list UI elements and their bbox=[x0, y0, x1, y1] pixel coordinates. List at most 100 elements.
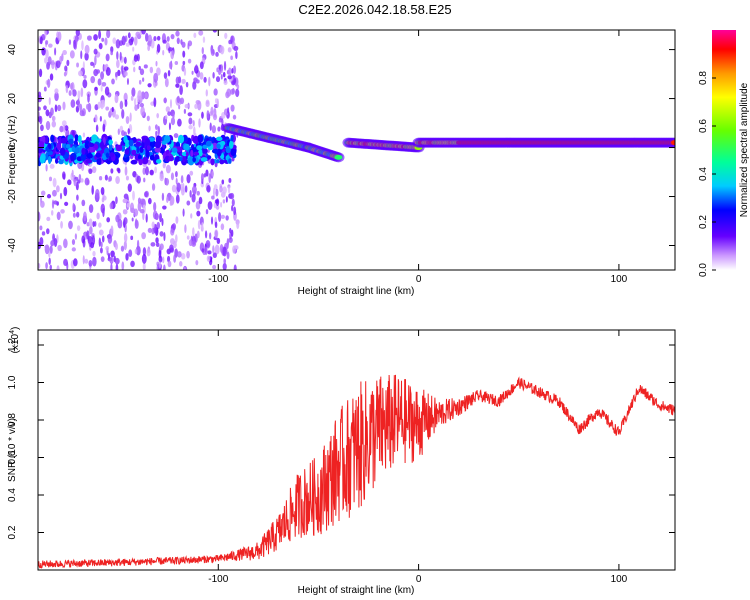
spectrogram-noise-speckle bbox=[73, 178, 77, 187]
spectrogram-noise-speckle bbox=[184, 224, 187, 234]
spectrogram-noise-speckle bbox=[39, 225, 43, 231]
spectrogram-noise-speckle bbox=[71, 238, 76, 246]
spectrogram-noise-speckle bbox=[135, 245, 141, 256]
colorbar-tick-label: 0.8 bbox=[698, 71, 709, 85]
spectrogram-noise-speckle bbox=[175, 177, 178, 185]
spectrogram-noise-speckle bbox=[223, 80, 228, 86]
spectrogram-noise-speckle bbox=[98, 30, 102, 40]
spectrogram-noise-speckle bbox=[231, 80, 236, 86]
colorbar-ticks: 0.0 0.2 0.4 0.6 0.8 bbox=[698, 71, 716, 277]
spectrogram-noise-speckle bbox=[144, 92, 148, 99]
y-tick-label: -40 bbox=[7, 238, 18, 253]
spectrogram-noise-speckle bbox=[88, 260, 93, 267]
spectrogram-noise-speckle bbox=[218, 69, 222, 76]
spectrogram-noise-speckle bbox=[105, 246, 110, 251]
spectrogram-band-cell bbox=[131, 146, 137, 151]
spectrogram-noise-speckle bbox=[90, 61, 94, 66]
spectrogram-noise-speckle bbox=[116, 59, 120, 69]
spectrogram-noise-speckle bbox=[212, 187, 215, 198]
spectrogram-noise-speckle bbox=[125, 116, 130, 125]
spectrogram-noise-speckle bbox=[92, 250, 96, 257]
spectrogram-band-cell bbox=[202, 144, 208, 149]
spectrogram-band-cell bbox=[39, 154, 46, 164]
spectrogram-noise-speckle bbox=[220, 201, 223, 208]
spectrogram-noise-speckle bbox=[183, 67, 187, 77]
spectrogram-noise-speckle bbox=[158, 255, 163, 263]
spectrogram-band-cell bbox=[97, 157, 102, 166]
spectrogram-noise-speckle bbox=[236, 221, 240, 230]
spectrogram-noise-speckle bbox=[137, 201, 142, 212]
spectrogram-noise-speckle bbox=[94, 55, 97, 66]
spectrogram-noise-speckle bbox=[153, 35, 157, 42]
spectrogram-noise-speckle bbox=[83, 74, 87, 79]
spectrogram-noise-speckle bbox=[174, 61, 179, 66]
spectrogram-noise-speckle bbox=[77, 90, 81, 100]
spectrogram-noise-speckle bbox=[139, 209, 145, 214]
spectrogram-noise-speckle bbox=[127, 32, 131, 39]
spectrogram-noise-speckle bbox=[198, 118, 201, 128]
spectrogram-noise-speckle bbox=[52, 115, 56, 122]
spectrogram-noise-speckle bbox=[60, 220, 63, 229]
spectrogram-noise-speckle bbox=[195, 64, 198, 71]
spectrogram-noise-speckle bbox=[77, 98, 80, 108]
spectrogram-band-cell bbox=[171, 147, 178, 153]
spectrogram-noise-speckle bbox=[110, 51, 113, 56]
spectrogram-noise-speckle bbox=[235, 88, 240, 98]
spectrogram-noise-speckle bbox=[141, 30, 146, 35]
spectrogram-band-cell bbox=[174, 157, 180, 162]
spectrogram-noise-speckle bbox=[166, 196, 169, 203]
spectrogram-noise-speckle bbox=[98, 175, 103, 181]
spectrogram-noise-speckle bbox=[142, 262, 146, 270]
spectrogram-noise-speckle bbox=[155, 213, 159, 221]
spectrogram-noise-speckle bbox=[150, 242, 156, 247]
spectrogram-noise-speckle bbox=[80, 178, 84, 183]
spectrogram-noise-speckle bbox=[192, 80, 197, 90]
spectrogram-band-cell bbox=[74, 147, 81, 153]
spectrogram-noise-speckle bbox=[186, 200, 191, 206]
spectrogram-noise-speckle bbox=[140, 106, 145, 117]
spectrogram-noise-speckle bbox=[229, 227, 232, 234]
spectrogram-noise-speckle bbox=[218, 212, 222, 222]
spectrogram-band-cell bbox=[216, 159, 220, 164]
spectrogram-noise-speckle bbox=[198, 196, 203, 205]
spectrogram-band-cell bbox=[84, 142, 89, 149]
spectrogram-noise-speckle bbox=[107, 234, 113, 244]
spectrogram-noise-speckle bbox=[50, 240, 55, 247]
spectrogram-noise-speckle bbox=[53, 200, 58, 205]
spectrogram-noise-speckle bbox=[173, 254, 177, 263]
spectrogram-band-cell bbox=[74, 134, 79, 142]
spectrogram-noise-speckle bbox=[104, 37, 108, 46]
spectrogram-noise-speckle bbox=[39, 236, 44, 246]
spectrogram-band-cell bbox=[192, 157, 197, 163]
spectrogram-noise-speckle bbox=[170, 49, 175, 60]
spectrogram-noise-speckle bbox=[38, 68, 43, 78]
spectrogram-noise-speckle bbox=[194, 103, 198, 110]
spectrogram-noise-speckle bbox=[98, 229, 104, 236]
spectrogram-noise-speckle bbox=[45, 120, 51, 131]
spectrogram-noise-speckle bbox=[231, 205, 234, 212]
spectrogram-noise-speckle bbox=[189, 170, 194, 176]
x-tick-label: -100 bbox=[208, 574, 228, 585]
spectrogram-noise-speckle bbox=[215, 204, 220, 210]
spectrogram-noise-speckle bbox=[212, 264, 217, 270]
spectrogram-noise-speckle bbox=[177, 118, 182, 127]
spectrogram-noise-speckle bbox=[154, 166, 158, 174]
spectrogram-noise-speckle bbox=[214, 98, 218, 104]
spectrogram-y-ticks: -40 -20 0 20 40 bbox=[7, 44, 675, 253]
chart-title: C2E2.2026.042.18.58.E25 bbox=[298, 2, 452, 17]
spectrogram-noise-speckle bbox=[114, 71, 118, 78]
spectrogram-noise-speckle bbox=[125, 175, 129, 181]
spectrogram-noise-speckle bbox=[121, 35, 126, 46]
spectrogram-band-cell bbox=[219, 159, 225, 165]
spectrogram-plot: -100 0 100 -40 -20 0 20 40 Height of straight … bbox=[7, 29, 676, 297]
spectrogram-noise-speckle bbox=[212, 113, 218, 121]
spectrogram-noise-speckle bbox=[82, 79, 88, 89]
spectrogram-band-cell bbox=[141, 136, 146, 143]
spectrogram-noise-speckle bbox=[220, 223, 225, 231]
spectrogram-noise-speckle bbox=[52, 189, 57, 197]
spectrogram-band-cell bbox=[175, 146, 183, 153]
spectrogram-noise-speckle bbox=[119, 51, 122, 61]
spectrogram-noise-speckle bbox=[108, 175, 113, 182]
colorbar: 0.0 0.2 0.4 0.6 0.8 Normalized spectral ampl… bbox=[698, 30, 750, 277]
spectrogram-band-cell bbox=[95, 152, 101, 158]
